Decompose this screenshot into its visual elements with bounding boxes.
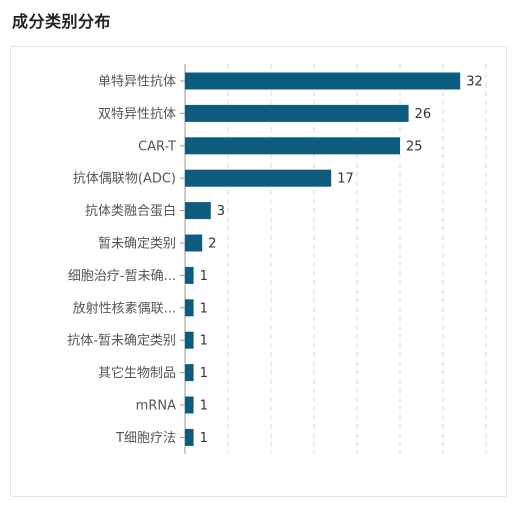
category-label: mRNA	[136, 399, 176, 414]
bar[interactable]	[185, 428, 194, 446]
category-label: 细胞治疗-暂未确...	[68, 269, 176, 284]
chart-card	[10, 46, 507, 497]
value-label: 1	[200, 334, 208, 349]
value-label: 1	[200, 269, 208, 284]
category-label: 抗体-暂未确定类别	[67, 334, 176, 349]
category-label: 放射性核素偶联...	[73, 300, 176, 316]
category-label: 双特异性抗体	[98, 107, 176, 122]
category-label: 单特异性抗体	[98, 75, 176, 90]
bar[interactable]	[185, 104, 409, 122]
value-label: 1	[200, 301, 208, 316]
value-label: 25	[406, 139, 423, 154]
value-label: 26	[415, 107, 432, 122]
value-label: 1	[200, 431, 208, 446]
bar[interactable]	[185, 364, 194, 382]
value-label: 2	[208, 237, 216, 252]
value-label: 3	[217, 204, 225, 219]
value-label: 1	[200, 399, 208, 414]
bar[interactable]	[185, 234, 203, 252]
value-label: 17	[337, 172, 354, 187]
bar[interactable]	[185, 202, 211, 220]
category-label: T细胞疗法	[115, 431, 176, 446]
bar[interactable]	[185, 396, 194, 414]
bar[interactable]	[185, 299, 194, 317]
category-label: 其它生物制品	[98, 365, 176, 381]
category-label: 抗体偶联物(ADC)	[73, 172, 176, 187]
category-label: 抗体类融合蛋白	[85, 203, 176, 219]
category-label: 暂未确定类别	[98, 237, 176, 252]
page-title: 成分类别分布	[12, 12, 112, 31]
value-label: 32	[466, 75, 483, 90]
category-label: CAR-T	[138, 139, 176, 154]
bar[interactable]	[185, 169, 332, 187]
value-label: 1	[200, 366, 208, 381]
bar[interactable]	[185, 137, 400, 155]
bar[interactable]	[185, 266, 194, 284]
bar[interactable]	[185, 331, 194, 349]
bar[interactable]	[185, 72, 461, 90]
